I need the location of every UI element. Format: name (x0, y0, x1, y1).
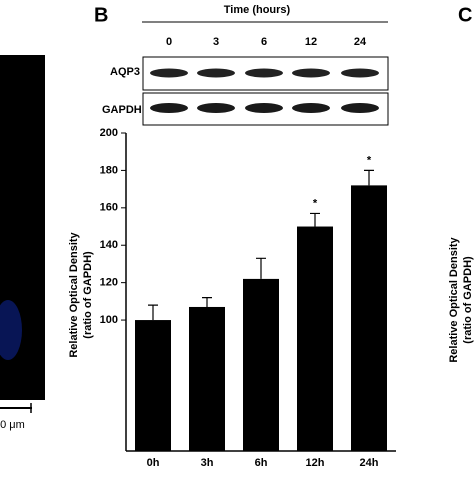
panel-label: C (458, 4, 472, 26)
lane-label: 6 (261, 36, 267, 48)
error-bar (364, 169, 374, 186)
blot-band (197, 103, 235, 113)
blot-band (341, 68, 379, 78)
x-tick-label: 6h (255, 457, 268, 469)
y-tick-label: 120 (100, 277, 118, 289)
x-tick-label: 12h (306, 457, 325, 469)
cell-stain (0, 300, 22, 360)
blot-band (341, 103, 379, 113)
significance: * (313, 197, 318, 209)
lane-label: 12 (305, 36, 317, 48)
lane-label: 0 (166, 36, 172, 48)
y-tick-label: 180 (100, 164, 118, 176)
error-bar (256, 257, 266, 279)
blot-band (292, 103, 330, 113)
band-label: GAPDH (102, 104, 142, 116)
blot-band (292, 68, 330, 78)
error-bar (148, 304, 158, 321)
band-label: AQP3 (110, 66, 140, 78)
bar (351, 185, 387, 451)
error-bar (202, 297, 212, 307)
panel-label: B (94, 4, 108, 26)
significance: * (367, 154, 372, 166)
panel-c-ylabel: Relative Optical Density (448, 236, 460, 362)
y-tick-label: 160 (100, 202, 118, 214)
blot-band (245, 103, 283, 113)
blot-band (150, 103, 188, 113)
bar (243, 278, 279, 451)
y-tick-label: 100 (100, 314, 118, 326)
x-tick-label: 3h (201, 457, 214, 469)
lane-label: 24 (354, 36, 367, 48)
y-tick-label: 140 (100, 239, 118, 251)
error-bar (310, 212, 320, 227)
x-tick-label: 24h (360, 457, 379, 469)
bar (297, 226, 333, 451)
bar (189, 306, 225, 451)
panel-c-ylabel: (ratio of GAPDH) (462, 256, 474, 344)
blot-band (197, 68, 235, 78)
blot-band (245, 68, 283, 78)
lane-label: 3 (213, 36, 219, 48)
blot-title: Time (hours) (224, 4, 291, 16)
scale-label: 10 μm (0, 419, 25, 431)
x-tick-label: 0h (147, 457, 160, 469)
y-axis-label: Relative Optical Density (68, 231, 80, 357)
y-tick-label: 200 (100, 127, 118, 139)
bar (135, 320, 171, 451)
blot-band (150, 68, 188, 78)
y-axis-label: (ratio of GAPDH) (82, 251, 94, 339)
